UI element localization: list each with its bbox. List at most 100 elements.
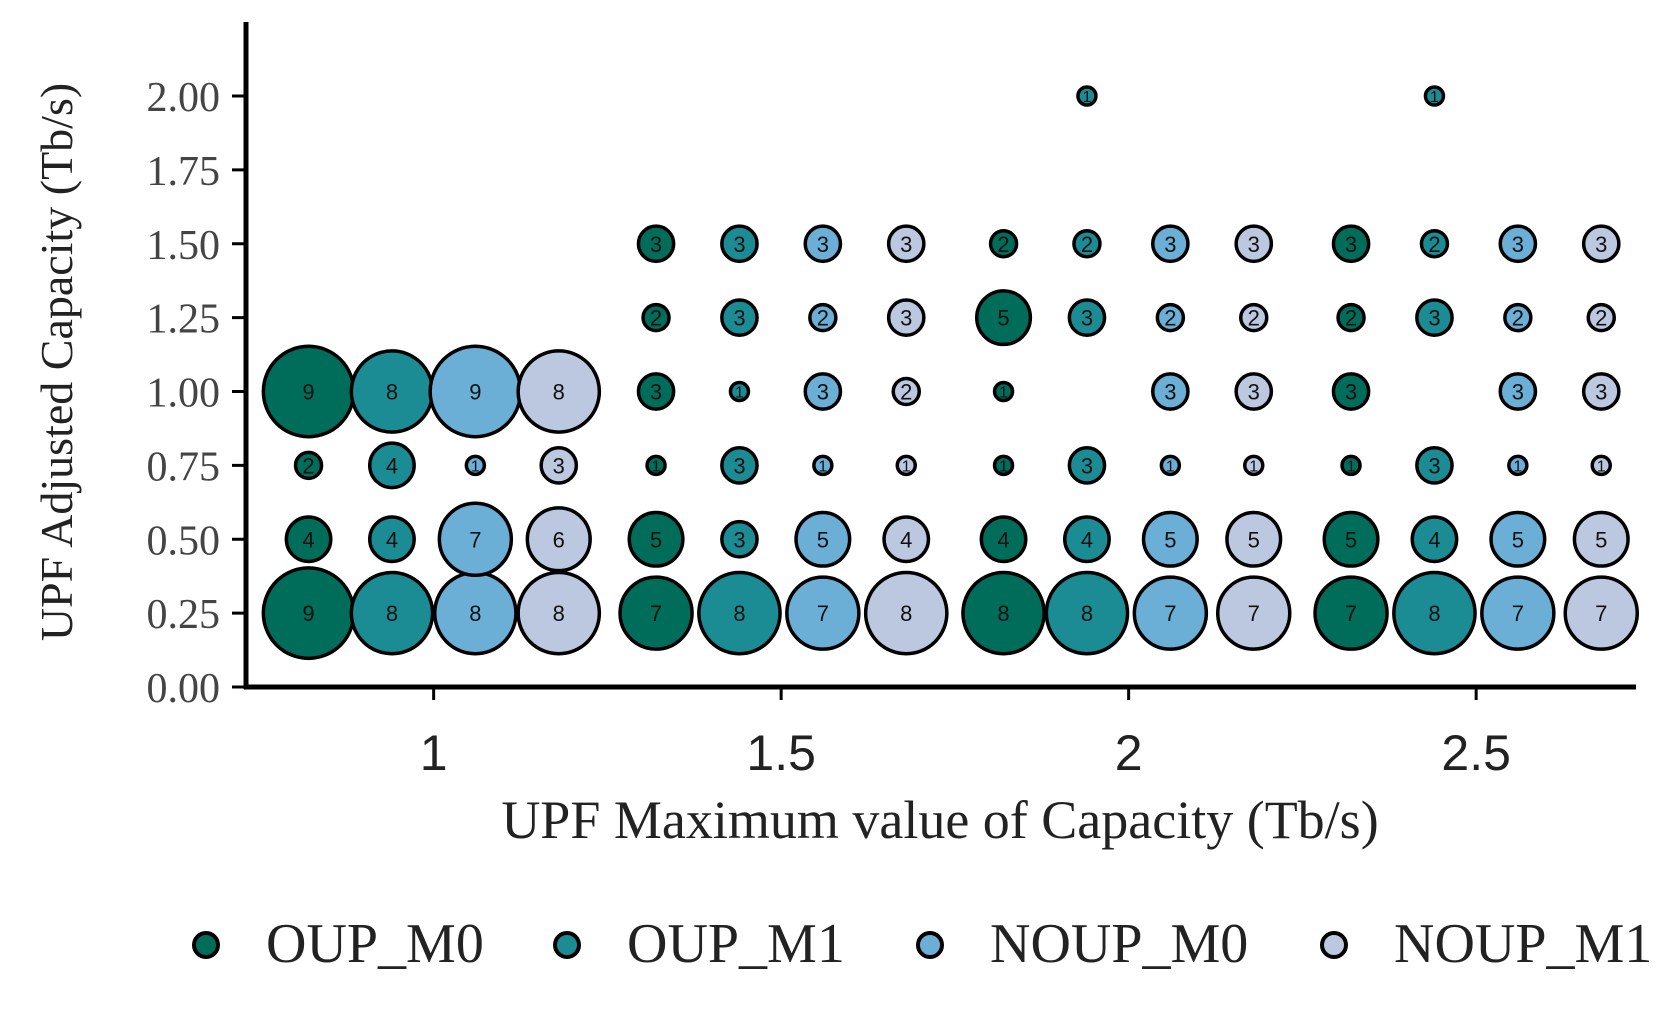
bubble-count-label: 3 <box>1248 380 1260 405</box>
bubble-point <box>1331 372 1371 411</box>
bubble-point <box>368 515 416 564</box>
bubble-point <box>1067 446 1107 485</box>
bubble-point <box>961 570 1046 656</box>
bubble-point <box>886 298 926 337</box>
bubble-point <box>720 519 759 559</box>
bubble-count-label: 7 <box>1512 601 1524 626</box>
bubble-point <box>539 446 579 485</box>
bubble-point <box>1581 224 1621 264</box>
bubble-count-label: 1 <box>999 458 1008 475</box>
legend-marker <box>192 931 220 959</box>
bubble-count-label: 1 <box>652 458 661 475</box>
bubble-count-label: 7 <box>817 601 829 626</box>
bubble-point <box>1581 372 1621 411</box>
bubble-count-label: 5 <box>650 527 662 552</box>
bubble-count-label: 9 <box>469 380 481 405</box>
bubble-point <box>728 380 751 403</box>
bubble-count-label: 1 <box>1166 458 1175 475</box>
bubble-point <box>1415 298 1454 337</box>
bubble-point <box>1216 575 1292 651</box>
bubble-count-label: 5 <box>1164 527 1176 552</box>
series-oup-m0: 9 4 2 9 7 5 1 3 2 3 8 4 1 1 5 2 7 5 1 3 2 3 <box>261 224 1389 661</box>
bubble-count-label: 3 <box>650 232 662 257</box>
bubble-count-label: 9 <box>302 380 314 405</box>
x-tick-label: 2 <box>1115 725 1143 781</box>
bubble-count-label: 3 <box>1512 232 1524 257</box>
bubble-count-label: 3 <box>733 527 745 552</box>
bubble-count-label: 8 <box>900 601 912 626</box>
bubble-count-label: 8 <box>1428 601 1440 626</box>
bubble-count-label: 5 <box>1512 527 1524 552</box>
bubble-point <box>1563 575 1639 651</box>
bubble-point <box>1498 224 1538 264</box>
bubble-point <box>803 372 843 411</box>
x-tick-label: 2.5 <box>1441 725 1511 781</box>
bubble-point <box>1313 575 1389 651</box>
bubble-count-label: 2 <box>1428 232 1440 257</box>
bubble-count-label: 3 <box>1081 306 1093 331</box>
bubble-point <box>785 575 861 651</box>
x-tick-label: 1.5 <box>746 725 816 781</box>
bubble-count-label: 5 <box>817 527 829 552</box>
bubble-count-label: 3 <box>650 380 662 405</box>
bubble-point <box>618 575 694 651</box>
bubble-count-label: 2 <box>650 306 662 331</box>
bubble-count-label: 3 <box>817 232 829 257</box>
bubble-count-label: 5 <box>1248 527 1260 552</box>
bubble-point <box>1392 570 1477 656</box>
bubble-count-label: 1 <box>1430 89 1439 106</box>
bubble-count-label: 8 <box>997 601 1009 626</box>
bubble-count-label: 5 <box>1345 527 1357 552</box>
bubble-point <box>720 224 759 264</box>
legend-marker <box>1320 931 1348 959</box>
y-tick-label: 1.00 <box>147 371 221 417</box>
bubble-count-label: 1 <box>818 458 827 475</box>
bubble-count-label: 2 <box>817 306 829 331</box>
bubble-point <box>1234 372 1274 411</box>
bubble-point <box>1063 515 1111 564</box>
bubble-point <box>627 510 685 568</box>
bubble-point <box>525 506 592 573</box>
bubble-count-label: 2 <box>1164 306 1176 331</box>
bubble-count-label: 4 <box>1081 527 1093 552</box>
bubble-point <box>1590 454 1612 477</box>
bubble-point <box>368 441 416 490</box>
bubble-point <box>720 298 759 337</box>
y-tick-label: 0.75 <box>147 444 221 490</box>
bubble-count-label: 3 <box>900 306 912 331</box>
bubble-count-label: 3 <box>1512 380 1524 405</box>
bubble-count-label: 3 <box>1595 380 1607 405</box>
y-tick-label: 1.50 <box>147 223 221 269</box>
bubble-point <box>812 454 834 477</box>
bubble-count-label: 4 <box>302 527 314 552</box>
bubble-point <box>1322 510 1380 568</box>
x-axis-label: UPF Maximum value of Capacity (Tb/s) <box>501 790 1378 850</box>
y-tick-label: 1.25 <box>147 297 221 343</box>
bubble-point <box>1489 510 1547 568</box>
bubble-count-label: 3 <box>1345 380 1357 405</box>
bubble-count-label: 3 <box>1428 306 1440 331</box>
bubble-point <box>863 570 949 656</box>
bubble-count-label: 8 <box>469 601 481 626</box>
bubble-point <box>1423 85 1446 107</box>
bubble-point <box>1415 446 1454 485</box>
bubble-count-label: 5 <box>997 306 1009 331</box>
bubble-point <box>1151 224 1190 264</box>
bubble-count-label: 1 <box>999 385 1008 402</box>
bubble-point <box>1141 510 1199 568</box>
bubble-point <box>979 515 1028 564</box>
bubble-point <box>1151 372 1190 411</box>
bubble-count-label: 3 <box>553 453 565 478</box>
bubble-count-label: 1 <box>735 385 744 402</box>
bubble-count-label: 3 <box>733 453 745 478</box>
bubble-point <box>1340 454 1362 477</box>
legend-marker <box>553 931 581 959</box>
bubble-count-label: 8 <box>553 380 565 405</box>
bubble-count-label: 4 <box>1428 527 1440 552</box>
x-axis-ticks: 1 1.5 2 2.5 <box>420 687 1511 781</box>
bubble-count-label: 3 <box>1164 380 1176 405</box>
bubble-count-label: 3 <box>733 306 745 331</box>
bubble-point <box>1507 454 1529 477</box>
bubble-point <box>794 510 852 568</box>
bubble-point <box>895 454 917 477</box>
